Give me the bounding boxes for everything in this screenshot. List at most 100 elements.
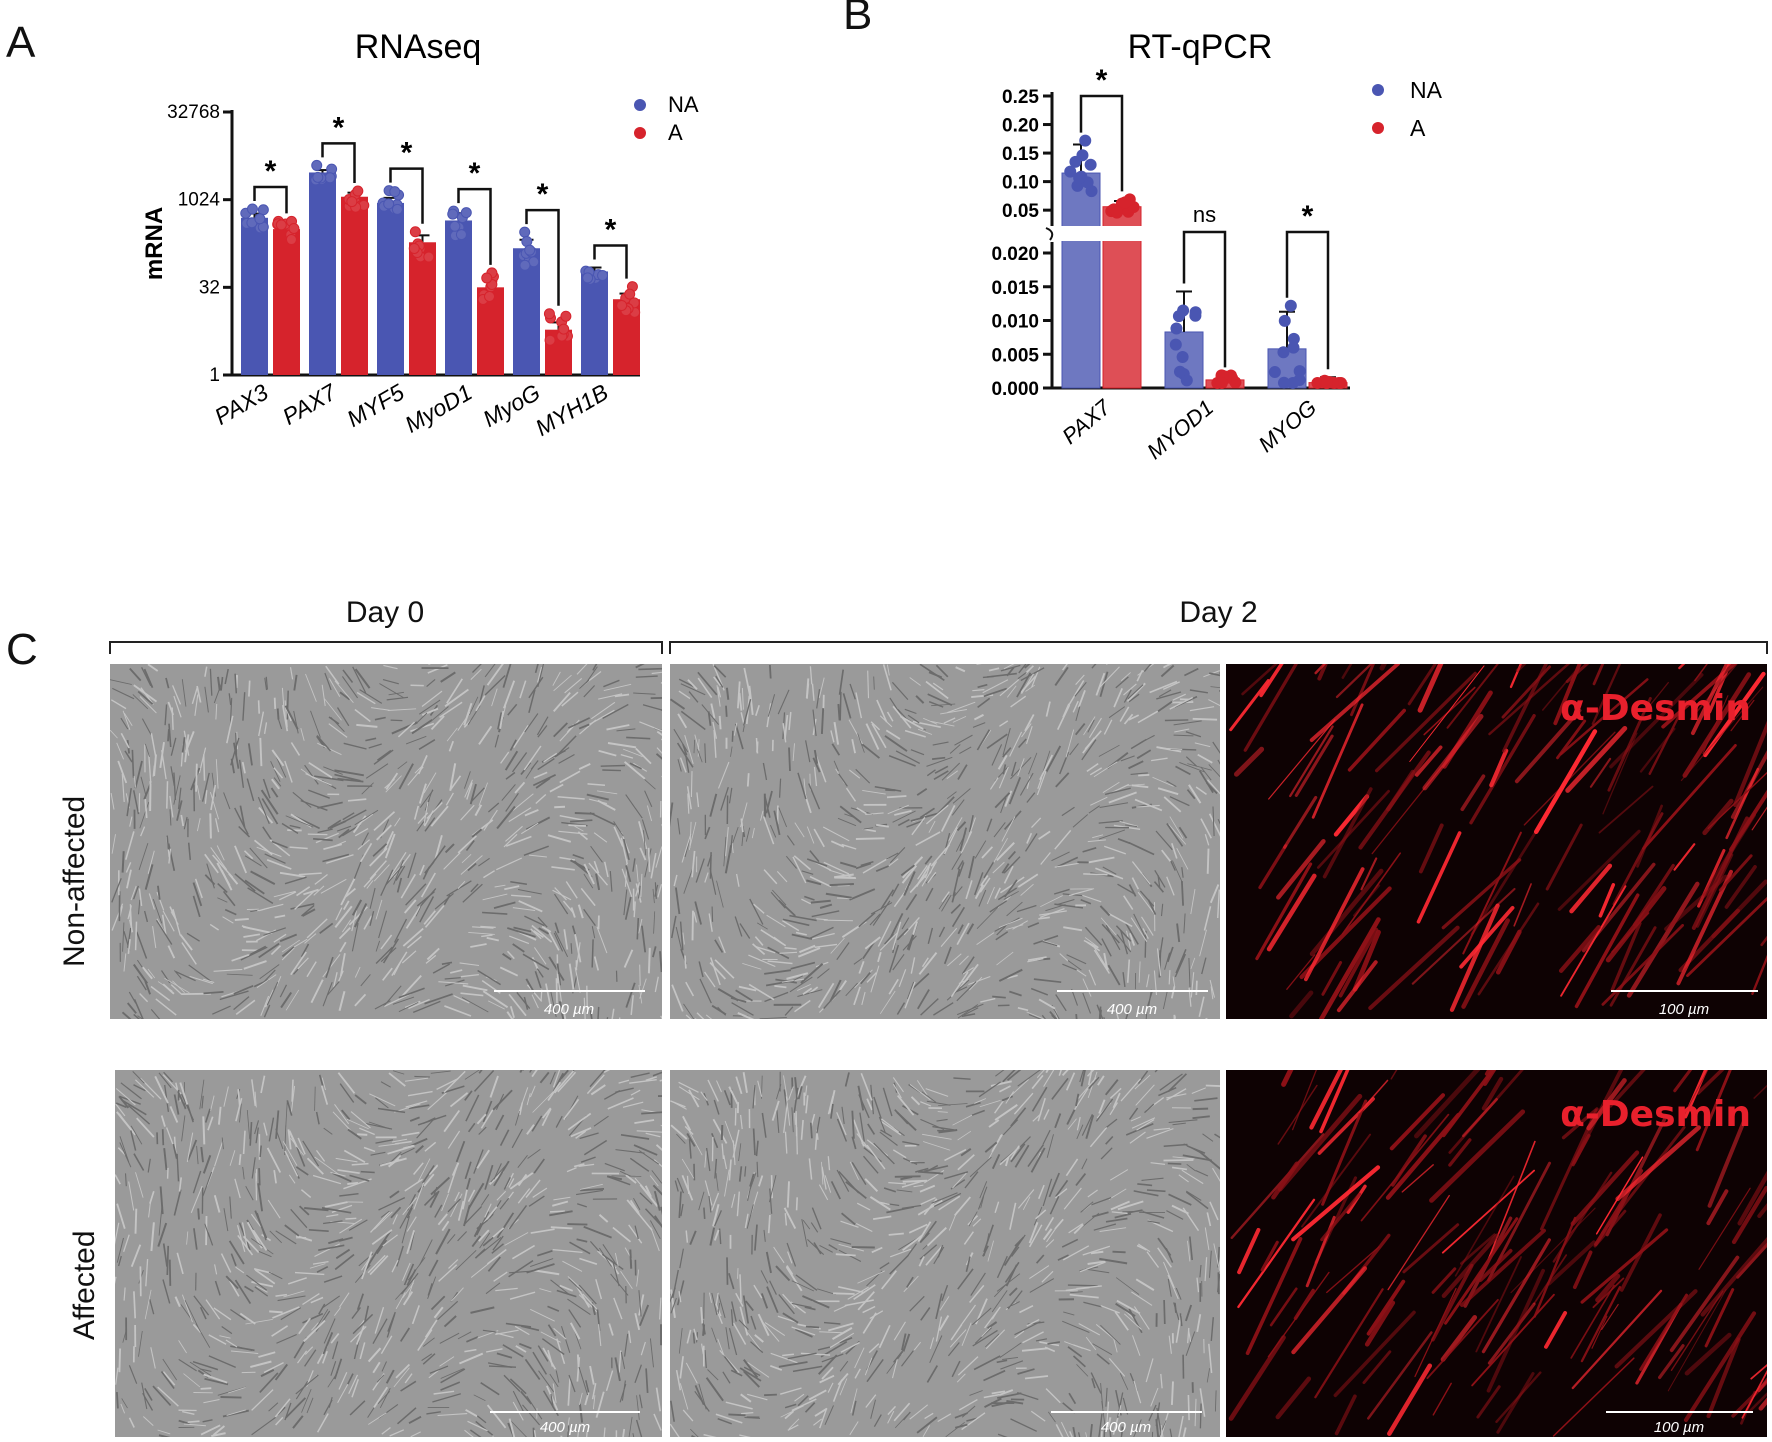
data-point xyxy=(1176,350,1189,363)
data-point xyxy=(624,288,636,300)
micrograph-nonaffected-desmin: α-Desmin 100 µm xyxy=(1226,664,1767,1019)
data-point xyxy=(1084,158,1097,171)
data-point xyxy=(1284,299,1297,312)
micrograph-nonaffected-day0: 400 µm xyxy=(110,664,662,1019)
y-tick-label: 0.25 xyxy=(1002,87,1039,108)
data-point xyxy=(1073,171,1086,184)
x-tick-label: PAX7 xyxy=(1057,394,1115,449)
significance-bracket xyxy=(457,187,492,265)
data-point xyxy=(288,222,300,234)
y-tick-label: 32 xyxy=(199,277,220,298)
data-point xyxy=(1170,322,1183,335)
data-point xyxy=(391,203,403,215)
significance-marker: * xyxy=(537,178,549,211)
significance-marker: * xyxy=(605,214,617,247)
data-point xyxy=(543,308,555,320)
micrograph-affected-day2: 400 µm xyxy=(670,1070,1220,1437)
y-axis-label: mRNA xyxy=(141,207,168,280)
significance-bracket xyxy=(1182,230,1227,368)
y-tick-label: 0.15 xyxy=(1002,144,1039,165)
panel-letter-a: A xyxy=(6,18,36,67)
bar-na-pax7 xyxy=(309,172,336,375)
scale-bar-label: 400 µm xyxy=(1101,1419,1151,1436)
y-tick-label: 0.000 xyxy=(991,379,1039,400)
bar-na-myf5 xyxy=(377,202,404,375)
day-brackets xyxy=(109,641,1768,654)
row-label-nonaffected: Non-affected xyxy=(58,795,91,967)
significance-marker: * xyxy=(333,111,345,144)
data-point xyxy=(311,159,323,171)
significance-bracket xyxy=(525,208,560,306)
data-point xyxy=(246,203,258,215)
cell-texture xyxy=(115,1070,662,1437)
data-point xyxy=(455,229,467,241)
significance-bracket xyxy=(1285,230,1330,370)
data-point xyxy=(519,259,531,271)
micrograph-affected-desmin: α-Desmin 100 µm xyxy=(1226,1070,1767,1437)
row-label-affected: Affected xyxy=(68,1230,101,1340)
x-tick-label: PAX7 xyxy=(278,378,342,430)
data-point xyxy=(1069,155,1082,168)
data-point xyxy=(346,196,358,208)
significance-bracket xyxy=(253,185,288,214)
data-point xyxy=(408,242,420,254)
significance-marker: * xyxy=(1096,64,1108,97)
data-point xyxy=(449,220,461,232)
data-point xyxy=(1169,338,1182,351)
significance-marker: * xyxy=(469,157,481,190)
cell-texture xyxy=(670,664,1220,1019)
day2-label: Day 2 xyxy=(1179,596,1258,629)
bar-break-gap xyxy=(1102,226,1142,241)
scale-bar-label: 400 µm xyxy=(1107,1001,1157,1018)
significance-marker: ns xyxy=(1193,202,1216,227)
x-tick-label: MyoD1 xyxy=(400,379,476,438)
y-tick-label: 0.010 xyxy=(991,312,1039,333)
data-point xyxy=(460,207,472,219)
y-tick-label: 0.015 xyxy=(991,278,1039,299)
data-point xyxy=(1277,346,1290,359)
y-tick-label: 0.005 xyxy=(991,345,1039,366)
panel-letter-b: B xyxy=(843,0,873,39)
significance-marker: * xyxy=(1302,200,1314,233)
y-tick-label: 0.020 xyxy=(991,244,1039,265)
desmin-fibers xyxy=(1229,664,1767,1019)
bar-na-pax3 xyxy=(241,217,268,375)
data-point xyxy=(1064,165,1077,178)
x-tick-label: MYOG xyxy=(1254,395,1322,457)
data-point xyxy=(312,171,324,183)
cell-texture xyxy=(670,1070,1220,1437)
data-point xyxy=(524,244,536,256)
data-point xyxy=(1320,377,1333,389)
significance-bracket xyxy=(593,244,628,279)
significance-marker: * xyxy=(265,155,277,188)
significance-marker: * xyxy=(401,137,413,170)
day0-bracket xyxy=(109,641,663,654)
data-point xyxy=(1119,196,1132,209)
data-point xyxy=(1173,365,1186,378)
data-point xyxy=(519,226,531,238)
significance-bracket xyxy=(389,167,424,224)
data-point xyxy=(285,234,297,246)
x-tick-label: MYH1B xyxy=(531,379,613,441)
panel-letter-c: C xyxy=(6,625,38,674)
data-point xyxy=(257,204,269,216)
chart-title: RT-qPCR xyxy=(1128,28,1273,66)
data-point xyxy=(616,299,628,311)
data-point xyxy=(383,198,395,210)
data-point xyxy=(558,323,570,335)
legend-label-na: NA xyxy=(1410,77,1443,103)
data-point xyxy=(389,186,401,198)
legend-marker-na xyxy=(634,99,646,111)
scale-bar-label: 100 µm xyxy=(1659,1001,1709,1018)
data-point xyxy=(582,272,594,284)
legend-marker-a xyxy=(634,127,646,139)
day2-bracket xyxy=(669,641,1768,654)
micrograph-nonaffected-day2: 400 µm xyxy=(670,664,1220,1019)
rtqpcr-chart: RT-qPCR2^-ΔCt0.050.100.150.200.250.0000.… xyxy=(991,28,1443,464)
data-point xyxy=(597,269,609,281)
data-point xyxy=(1278,314,1291,327)
x-tick-label: MYF5 xyxy=(342,379,408,432)
day0-label: Day 0 xyxy=(345,596,425,629)
axis-break xyxy=(1045,227,1054,241)
data-point xyxy=(1287,341,1300,354)
